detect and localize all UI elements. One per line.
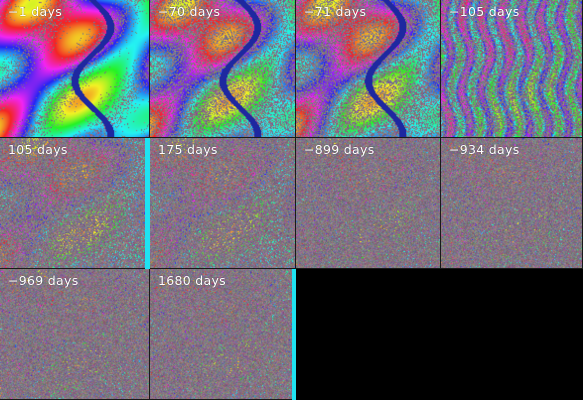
interferogram-image — [150, 138, 295, 268]
panel-label: −70 days — [158, 4, 221, 19]
interferogram-image — [0, 138, 149, 268]
interferogram-panel: −899 days — [296, 138, 441, 269]
interferogram-image — [441, 138, 582, 268]
panel-label: −71 days — [304, 4, 367, 19]
interferogram-panel: −105 days — [441, 0, 583, 138]
panel-label: −969 days — [8, 273, 79, 288]
panel-label: −105 days — [449, 4, 520, 19]
interferogram-image — [150, 269, 295, 399]
empty-grid-area — [296, 269, 583, 400]
interferogram-panel: 105 days — [0, 138, 150, 269]
interferogram-image — [0, 269, 149, 399]
panel-label: −1 days — [8, 4, 63, 19]
interferogram-panel: 175 days — [150, 138, 296, 269]
interferogram-panel: −934 days — [441, 138, 583, 269]
interferogram-image — [0, 0, 149, 137]
interferogram-image — [296, 0, 440, 137]
panel-label: −899 days — [304, 142, 375, 157]
panel-label: 175 days — [158, 142, 218, 157]
interferogram-image — [441, 0, 582, 137]
accent-bar — [145, 138, 150, 269]
interferogram-panel: 1680 days — [150, 269, 296, 400]
interferogram-panel: −1 days — [0, 0, 150, 138]
panel-label: 1680 days — [158, 273, 226, 288]
interferogram-panel: −969 days — [0, 269, 150, 400]
interferogram-image — [150, 0, 295, 137]
panel-label: −934 days — [449, 142, 520, 157]
accent-bar — [292, 269, 296, 400]
interferogram-panel: −70 days — [150, 0, 296, 138]
interferogram-image — [296, 138, 440, 268]
panel-label: 105 days — [8, 142, 68, 157]
interferogram-panel: −71 days — [296, 0, 441, 138]
